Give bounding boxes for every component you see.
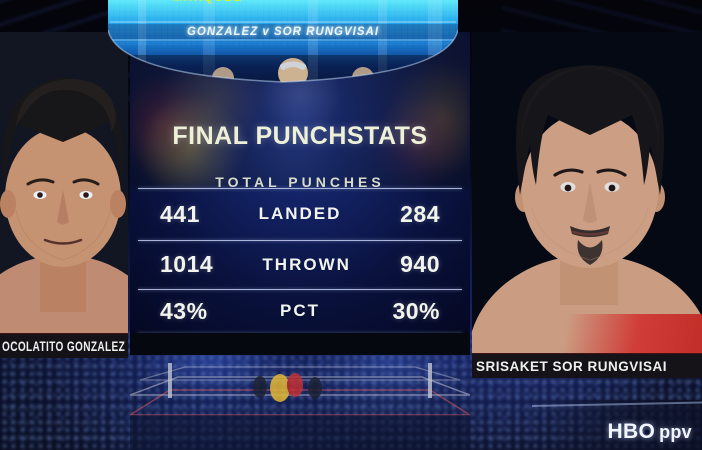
- svg-text:GONZALEZ v SOR RUNGVISAI: GONZALEZ v SOR RUNGVISAI: [187, 26, 379, 38]
